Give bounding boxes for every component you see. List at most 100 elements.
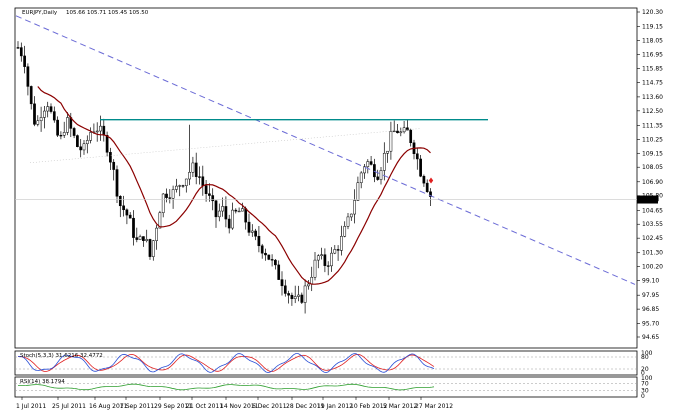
candle-body <box>142 236 145 241</box>
candle <box>62 121 66 139</box>
y-tick-label: 100.20 <box>642 264 663 271</box>
candle <box>323 248 327 273</box>
candle-body <box>99 125 102 132</box>
candle-body <box>346 216 350 227</box>
candle-body <box>297 294 300 297</box>
candle-body <box>254 230 257 237</box>
candle-body <box>128 214 132 219</box>
candle-body <box>102 125 106 136</box>
candle-body <box>399 131 403 134</box>
candle-body <box>211 195 215 202</box>
candle-body <box>36 120 40 125</box>
candle-body <box>161 193 165 213</box>
y-tick-label: 111.35 <box>642 122 663 129</box>
candle <box>280 271 284 296</box>
candle <box>277 260 281 280</box>
candle-body <box>204 185 208 194</box>
candle <box>356 176 360 201</box>
candle <box>250 224 254 237</box>
candle-body <box>270 259 274 261</box>
rsi-tick-label: 30 <box>641 388 649 395</box>
candle <box>76 134 79 148</box>
candle <box>214 199 218 228</box>
candle <box>208 183 211 202</box>
candle <box>313 252 317 281</box>
candle-body <box>191 162 195 173</box>
candle <box>267 254 271 261</box>
x-tick-label: 16 Aug 2011 <box>89 403 128 410</box>
candle <box>419 154 422 178</box>
candle-body <box>151 240 155 257</box>
candle-body <box>241 208 244 212</box>
candle <box>198 166 201 185</box>
candle <box>221 197 224 217</box>
candle-body <box>227 218 231 229</box>
candle <box>300 292 304 305</box>
y-tick-label: 106.90 <box>642 179 663 186</box>
candle <box>118 195 122 218</box>
candle <box>333 245 337 255</box>
candle <box>79 138 83 158</box>
y-tick-label: 114.75 <box>642 79 663 86</box>
candle <box>409 128 413 147</box>
candle-body <box>386 150 389 154</box>
candle <box>346 212 350 230</box>
candle-body <box>310 277 314 285</box>
candle <box>109 147 112 171</box>
candle-body <box>135 237 139 240</box>
x-tick-label: 28 Dec 2011 <box>286 403 325 410</box>
candle-body <box>39 117 43 122</box>
candle <box>389 121 393 160</box>
candle <box>59 131 63 140</box>
y-tick-label: 95.70 <box>642 321 659 328</box>
candle-body <box>287 293 290 296</box>
candle-body <box>72 128 76 136</box>
candle <box>39 106 43 132</box>
stoch-tick-label: 80 <box>641 354 649 361</box>
candle-body <box>56 119 59 136</box>
candle-body <box>300 294 304 303</box>
candle-body <box>280 279 284 287</box>
candle-body <box>29 86 33 105</box>
y-tick-label: 109.15 <box>642 150 663 157</box>
candle <box>369 155 373 166</box>
candle <box>85 135 89 154</box>
candle <box>191 156 195 178</box>
candle <box>237 207 241 213</box>
candle-body <box>353 200 356 215</box>
candle <box>402 120 406 134</box>
candle <box>231 202 234 230</box>
candle-body <box>234 209 238 212</box>
stoch-label: Stoch(5,3,3) 31.6216 32.4772 <box>20 353 103 359</box>
candle <box>66 112 69 136</box>
candle-body <box>208 193 211 196</box>
candle-body <box>224 206 228 220</box>
candle-body <box>369 161 373 165</box>
y-tick-label: 104.65 <box>642 207 663 214</box>
candle-body <box>82 143 86 151</box>
candle-body <box>221 206 224 212</box>
x-tick-label: 27 Mar 2012 <box>415 403 453 410</box>
rsi-tick-label: 100 <box>641 375 653 382</box>
signal-marker <box>428 177 434 184</box>
candle-body <box>389 131 393 152</box>
candle <box>290 292 294 306</box>
candle-body <box>188 171 191 180</box>
candle <box>148 238 152 260</box>
rsi-panel-frame <box>14 376 638 398</box>
candle-body <box>409 129 413 144</box>
candle-body <box>66 117 69 133</box>
y-tick-label: 116.95 <box>642 51 663 58</box>
candle <box>336 245 340 261</box>
candle <box>399 127 403 137</box>
candle <box>188 124 191 186</box>
candle-body <box>85 140 89 145</box>
candle <box>204 179 208 202</box>
candle <box>151 239 155 261</box>
candle-body <box>425 182 429 192</box>
candle <box>158 210 162 229</box>
candle-body <box>260 245 264 254</box>
candle-body <box>165 193 168 198</box>
candle <box>343 221 347 238</box>
candle-body <box>26 66 30 87</box>
